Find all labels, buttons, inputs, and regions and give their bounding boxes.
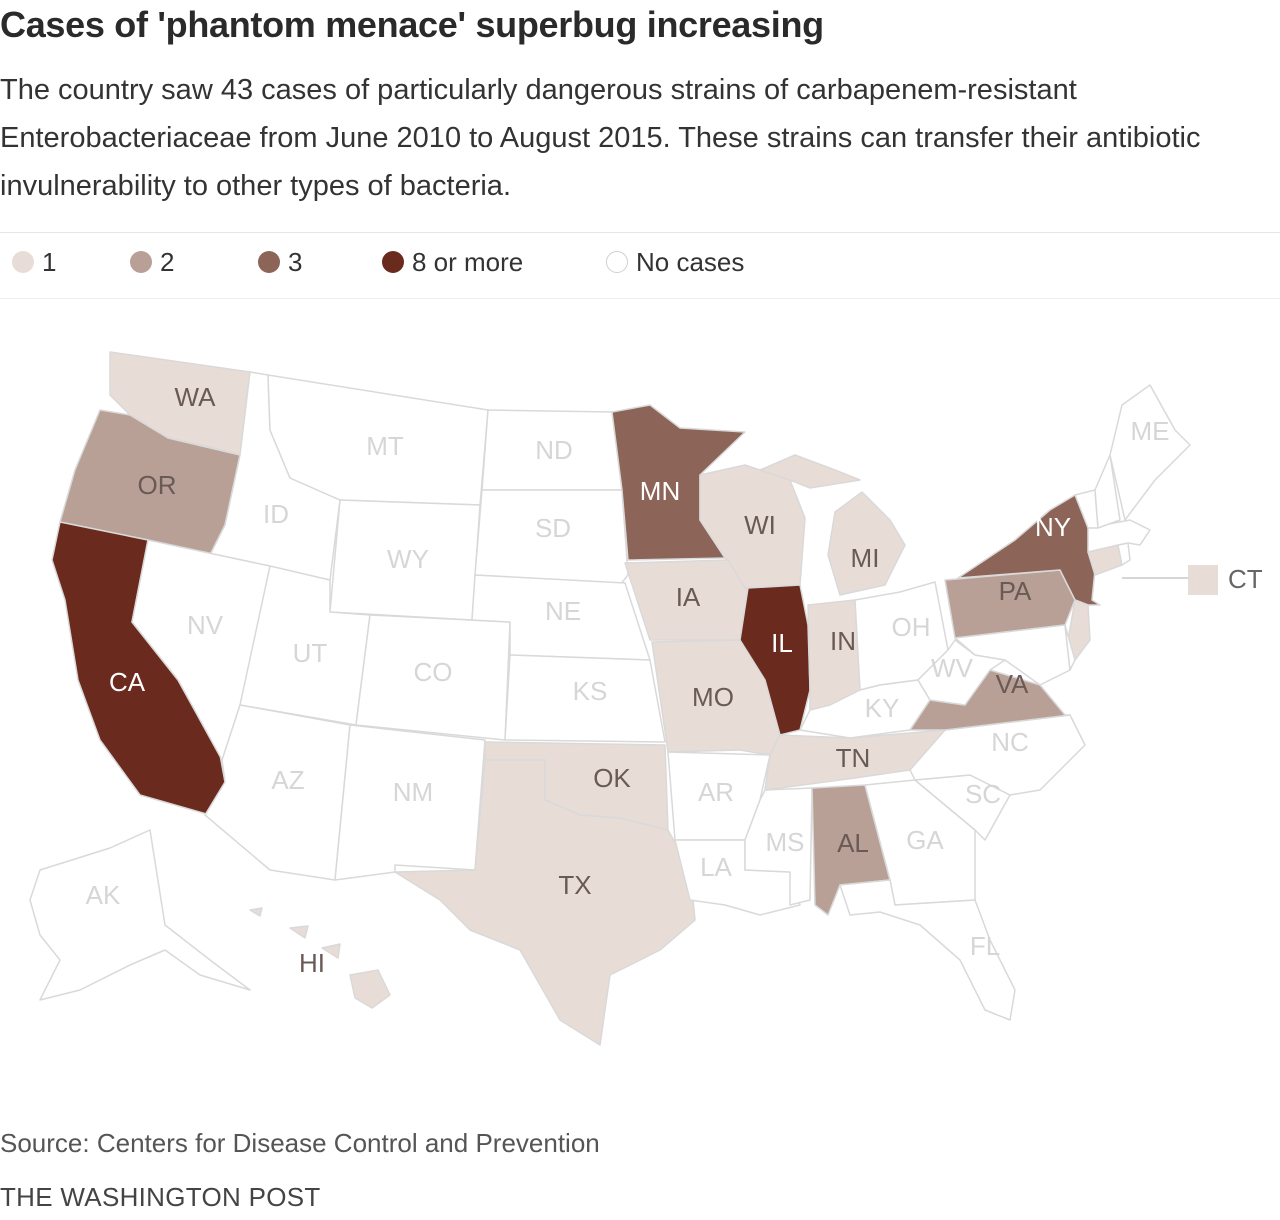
state-label-va: VA [996, 669, 1029, 699]
state-label-tx: TX [558, 870, 591, 900]
state-sd [474, 489, 629, 586]
state-ks [504, 654, 666, 743]
chart-subtitle: The country saw 43 cases of particularly… [0, 74, 1201, 202]
state-label-ny: NY [1035, 512, 1071, 542]
legend-item-2: 2 [130, 245, 174, 279]
state-tx [394, 759, 696, 1046]
legend-item-1: 1 [12, 245, 56, 279]
state-label-oh: OH [892, 612, 931, 642]
legend-item-no-cases: No cases [606, 245, 744, 279]
legend-label-3: 3 [288, 246, 303, 277]
state-label-wa: WA [175, 382, 217, 412]
state-label-ut: UT [293, 638, 328, 668]
state-ny [957, 494, 1101, 606]
us-map: CT WA OR CA ID NV MT WY UT CO AZ NM ND SD NE KS OK TX MN I… [29, 351, 1263, 1046]
state-label-mi: MI [851, 543, 880, 573]
state-label-la: LA [700, 852, 732, 882]
legend-item-8-or-more: 8 or more [382, 245, 523, 279]
state-label-nc: NC [991, 727, 1029, 757]
state-label-ky: KY [865, 693, 900, 723]
legend-label-2: 2 [160, 246, 175, 277]
state-ms [744, 787, 813, 906]
source-note: Source: Centers for Disease Control and … [0, 1128, 600, 1158]
state-nh [1094, 454, 1121, 529]
state-label-ak: AK [86, 880, 121, 910]
state-label-ca: CA [109, 667, 146, 697]
ct-callout-swatch [1188, 565, 1218, 595]
state-label-ne: NE [545, 596, 581, 626]
state-label-az: AZ [271, 765, 304, 795]
state-label-pa: PA [999, 576, 1032, 606]
state-label-ia: IA [676, 582, 701, 612]
legend-swatch-8-or-more [382, 251, 404, 273]
state-label-wi: WI [744, 510, 776, 540]
state-label-tn: TN [836, 743, 871, 773]
legend-item-3: 3 [258, 245, 302, 279]
state-label-sc: SC [965, 779, 1001, 809]
state-label-ar: AR [698, 777, 734, 807]
legend-swatch-3 [258, 251, 280, 273]
header-divider [0, 232, 1280, 233]
state-de [1064, 624, 1076, 671]
state-label-fl: FL [970, 931, 1000, 961]
legend-swatch-2 [130, 251, 152, 273]
state-label-al: AL [837, 828, 869, 858]
state-me [1109, 384, 1191, 521]
state-label-il: IL [771, 628, 793, 658]
state-label-hi: HI [299, 948, 325, 978]
chart-title: Cases of 'phantom menace' superbug incre… [0, 4, 824, 45]
ct-callout-label: CT [1228, 564, 1263, 594]
state-label-id: ID [263, 499, 289, 529]
state-label-ga: GA [906, 825, 944, 855]
state-ky [799, 679, 931, 739]
state-label-mn: MN [640, 476, 680, 506]
legend-label-8-or-more: 8 or more [412, 246, 524, 277]
state-ak [29, 829, 251, 1001]
state-label-ms: MS [766, 827, 805, 857]
state-label-or: OR [138, 470, 177, 500]
state-label-mo: MO [692, 682, 734, 712]
legend-divider [0, 298, 1280, 299]
state-label-nv: NV [187, 610, 224, 640]
state-hi [249, 907, 391, 1009]
legend-swatch-1 [12, 251, 34, 273]
legend-label-no-cases: No cases [636, 246, 745, 277]
state-nm [334, 724, 486, 881]
state-label-wv: WV [931, 653, 974, 683]
state-label-co: CO [414, 657, 453, 687]
state-label-sd: SD [535, 513, 571, 543]
credit-line: THE WASHINGTON POST [0, 1182, 321, 1212]
state-label-in: IN [830, 626, 856, 656]
state-ma [1087, 519, 1151, 553]
state-label-ks: KS [573, 676, 608, 706]
state-label-nd: ND [535, 435, 573, 465]
legend-label-1: 1 [42, 246, 57, 277]
state-nj [1067, 599, 1091, 661]
legend: 1 2 3 8 or more No cases [0, 245, 1280, 279]
state-mi [759, 454, 906, 596]
legend-swatch-no-cases [606, 251, 628, 273]
state-label-mt: MT [366, 431, 404, 461]
state-label-ok: OK [593, 763, 631, 793]
state-label-me: ME [1131, 416, 1170, 446]
state-label-nm: NM [393, 777, 433, 807]
state-label-wy: WY [387, 544, 429, 574]
state-fl [839, 879, 1016, 1021]
